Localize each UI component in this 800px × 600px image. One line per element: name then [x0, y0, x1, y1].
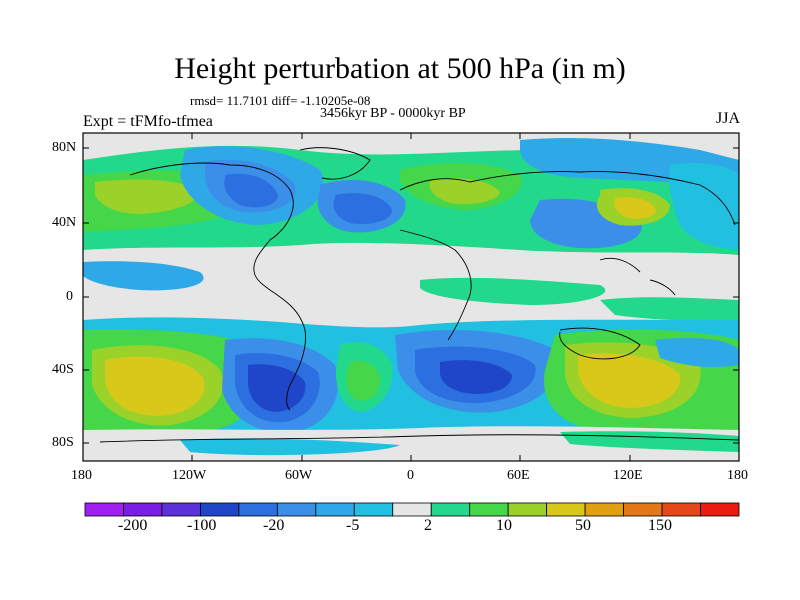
lat-label: 40S [52, 362, 74, 377]
colorbar-swatch [84, 502, 124, 517]
colorbar-swatch [276, 502, 317, 517]
colorbar-label: 150 [648, 517, 672, 534]
colorbar-swatch [315, 502, 355, 517]
lat-label: 40N [52, 215, 77, 230]
lon-label: 180 [727, 468, 748, 483]
lat-label: 80N [52, 140, 77, 155]
lat-ticks [83, 147, 739, 444]
period-subtitle: 3456kyr BP - 0000kyr BP [320, 106, 466, 121]
colorbar-swatch [161, 502, 201, 517]
lat-label: 0 [66, 289, 73, 304]
colorbar-swatch [392, 502, 432, 517]
colorbar-swatch [430, 502, 471, 517]
colorbar-label: -20 [263, 517, 285, 534]
contour-field [83, 133, 739, 461]
coastlines [99, 147, 739, 443]
colorbar-label: -100 [187, 517, 217, 534]
colorbar-label: -200 [118, 517, 148, 534]
colorbar-swatch [507, 502, 548, 517]
season-label: JJA [716, 110, 741, 127]
colorbar-label: 50 [575, 517, 591, 534]
lon-label: 120W [172, 468, 207, 483]
colorbar-swatch [469, 502, 509, 517]
lat-label: 80S [52, 435, 74, 450]
colorbar-swatch [200, 502, 240, 517]
lon-label: 180 [71, 468, 92, 483]
colorbar-swatch [584, 502, 624, 517]
colorbar-swatch [238, 502, 278, 517]
lon-label: 120E [613, 468, 643, 483]
experiment-label: Expt = tFMfo-tfmea [83, 113, 213, 130]
lon-label: 0 [407, 468, 414, 483]
colorbar-swatch [661, 502, 701, 517]
colorbar-label: -5 [346, 517, 360, 534]
colorbar-swatch [123, 502, 163, 517]
lon-label: 60W [285, 468, 313, 483]
lon-ticks [82, 133, 740, 461]
colorbar-label: 10 [496, 517, 512, 534]
colorbar-label: 2 [424, 517, 432, 534]
lon-label: 60E [507, 468, 530, 483]
map-title: Height perturbation at 500 hPa (in m) [174, 52, 626, 85]
colorbar-swatch [353, 502, 394, 517]
colorbar-swatch [623, 502, 663, 517]
rmsd-diff-stats: rmsd= 11.7101 diff= -1.10205e-08 [190, 93, 371, 108]
colorbar-swatch [700, 502, 740, 517]
colorbar-swatch [546, 502, 586, 517]
colorbar [84, 502, 740, 517]
